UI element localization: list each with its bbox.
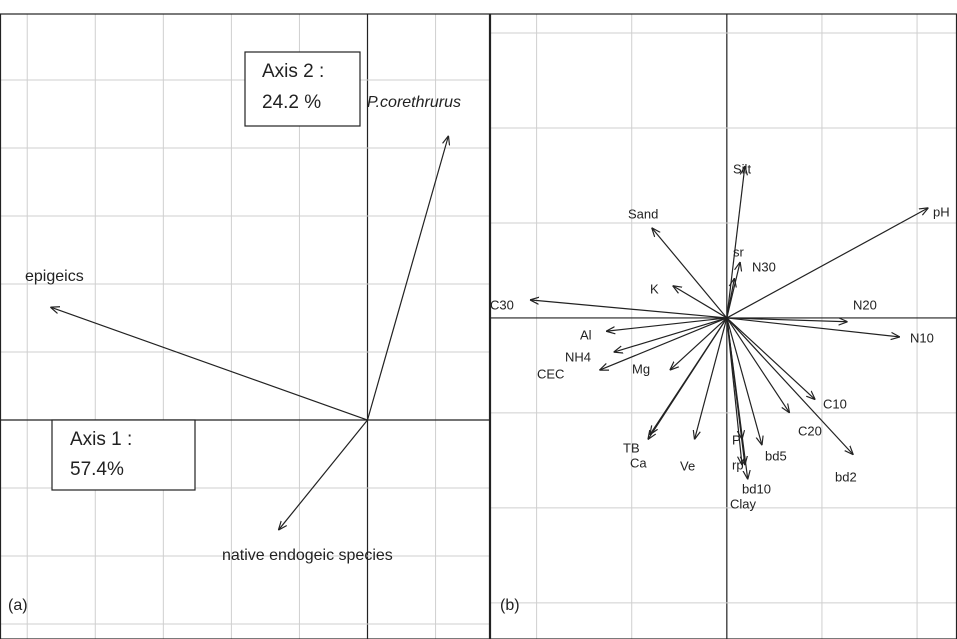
arrow-label: K	[650, 281, 659, 296]
arrow	[652, 228, 728, 319]
arrow-label: Mg	[632, 361, 650, 376]
arrow	[278, 419, 368, 530]
arrow-label: Silt	[733, 161, 751, 176]
arrow-label: Al	[580, 327, 592, 342]
arrow-label: C10	[823, 396, 847, 411]
arrow	[650, 317, 728, 435]
arrow	[366, 136, 449, 421]
arrow	[670, 317, 728, 370]
annotation-box	[244, 51, 361, 127]
arrow	[606, 317, 727, 331]
annotation-box	[51, 419, 196, 491]
arrow-label: pH	[933, 204, 950, 219]
arrow-label: native endogeic species	[222, 547, 393, 564]
arrow	[726, 317, 900, 337]
arrow	[726, 317, 790, 413]
arrow-label: N10	[910, 330, 934, 345]
arrow-label: TB	[623, 440, 640, 455]
arrow	[673, 286, 728, 319]
arrow	[726, 317, 762, 445]
arrow-label: bd5	[765, 448, 787, 463]
arrow	[726, 208, 929, 319]
arrow	[726, 317, 853, 455]
arrow-label: Ca	[630, 455, 647, 470]
arrow-label: P.corethrurus	[367, 94, 461, 111]
arrow	[530, 300, 727, 319]
arrow-label: Sand	[628, 206, 658, 221]
annotation-text: 24.2 %	[262, 92, 321, 113]
arrow-label: N30	[752, 259, 776, 274]
arrow-label: C30	[490, 297, 514, 312]
arrow	[726, 166, 745, 319]
arrow-label: Ve	[680, 458, 695, 473]
arrow-label: NH4	[565, 349, 591, 364]
annotation-text: Axis 2 :	[262, 61, 324, 82]
annotation-text: 57.4%	[70, 459, 124, 480]
arrow-label: P	[732, 432, 741, 447]
arrow	[50, 307, 368, 421]
arrow-label: bd10	[742, 481, 771, 496]
arrow-label: bd2	[835, 469, 857, 484]
arrow	[726, 318, 848, 322]
arrow-label: CEC	[537, 366, 564, 381]
arrow	[726, 317, 742, 465]
arrow-label: epigeics	[25, 268, 84, 285]
arrow-label: Clay	[730, 496, 757, 511]
panel-frame	[0, 13, 491, 639]
arrow-label: sr	[733, 244, 745, 259]
panel-frame	[489, 13, 957, 639]
arrow	[726, 317, 748, 479]
arrow	[726, 317, 815, 400]
arrow	[614, 317, 728, 352]
arrow-label: C20	[798, 423, 822, 438]
annotation-text: Axis 1 :	[70, 429, 132, 450]
panel-label: (a)	[8, 597, 28, 614]
arrow-label: N20	[853, 297, 877, 312]
arrow	[726, 278, 735, 319]
arrow	[694, 317, 728, 440]
arrow	[599, 317, 728, 370]
panel: P.corethrurus epigeics native endogeic spe…	[0, 13, 491, 639]
panel-label: (b)	[500, 597, 520, 614]
